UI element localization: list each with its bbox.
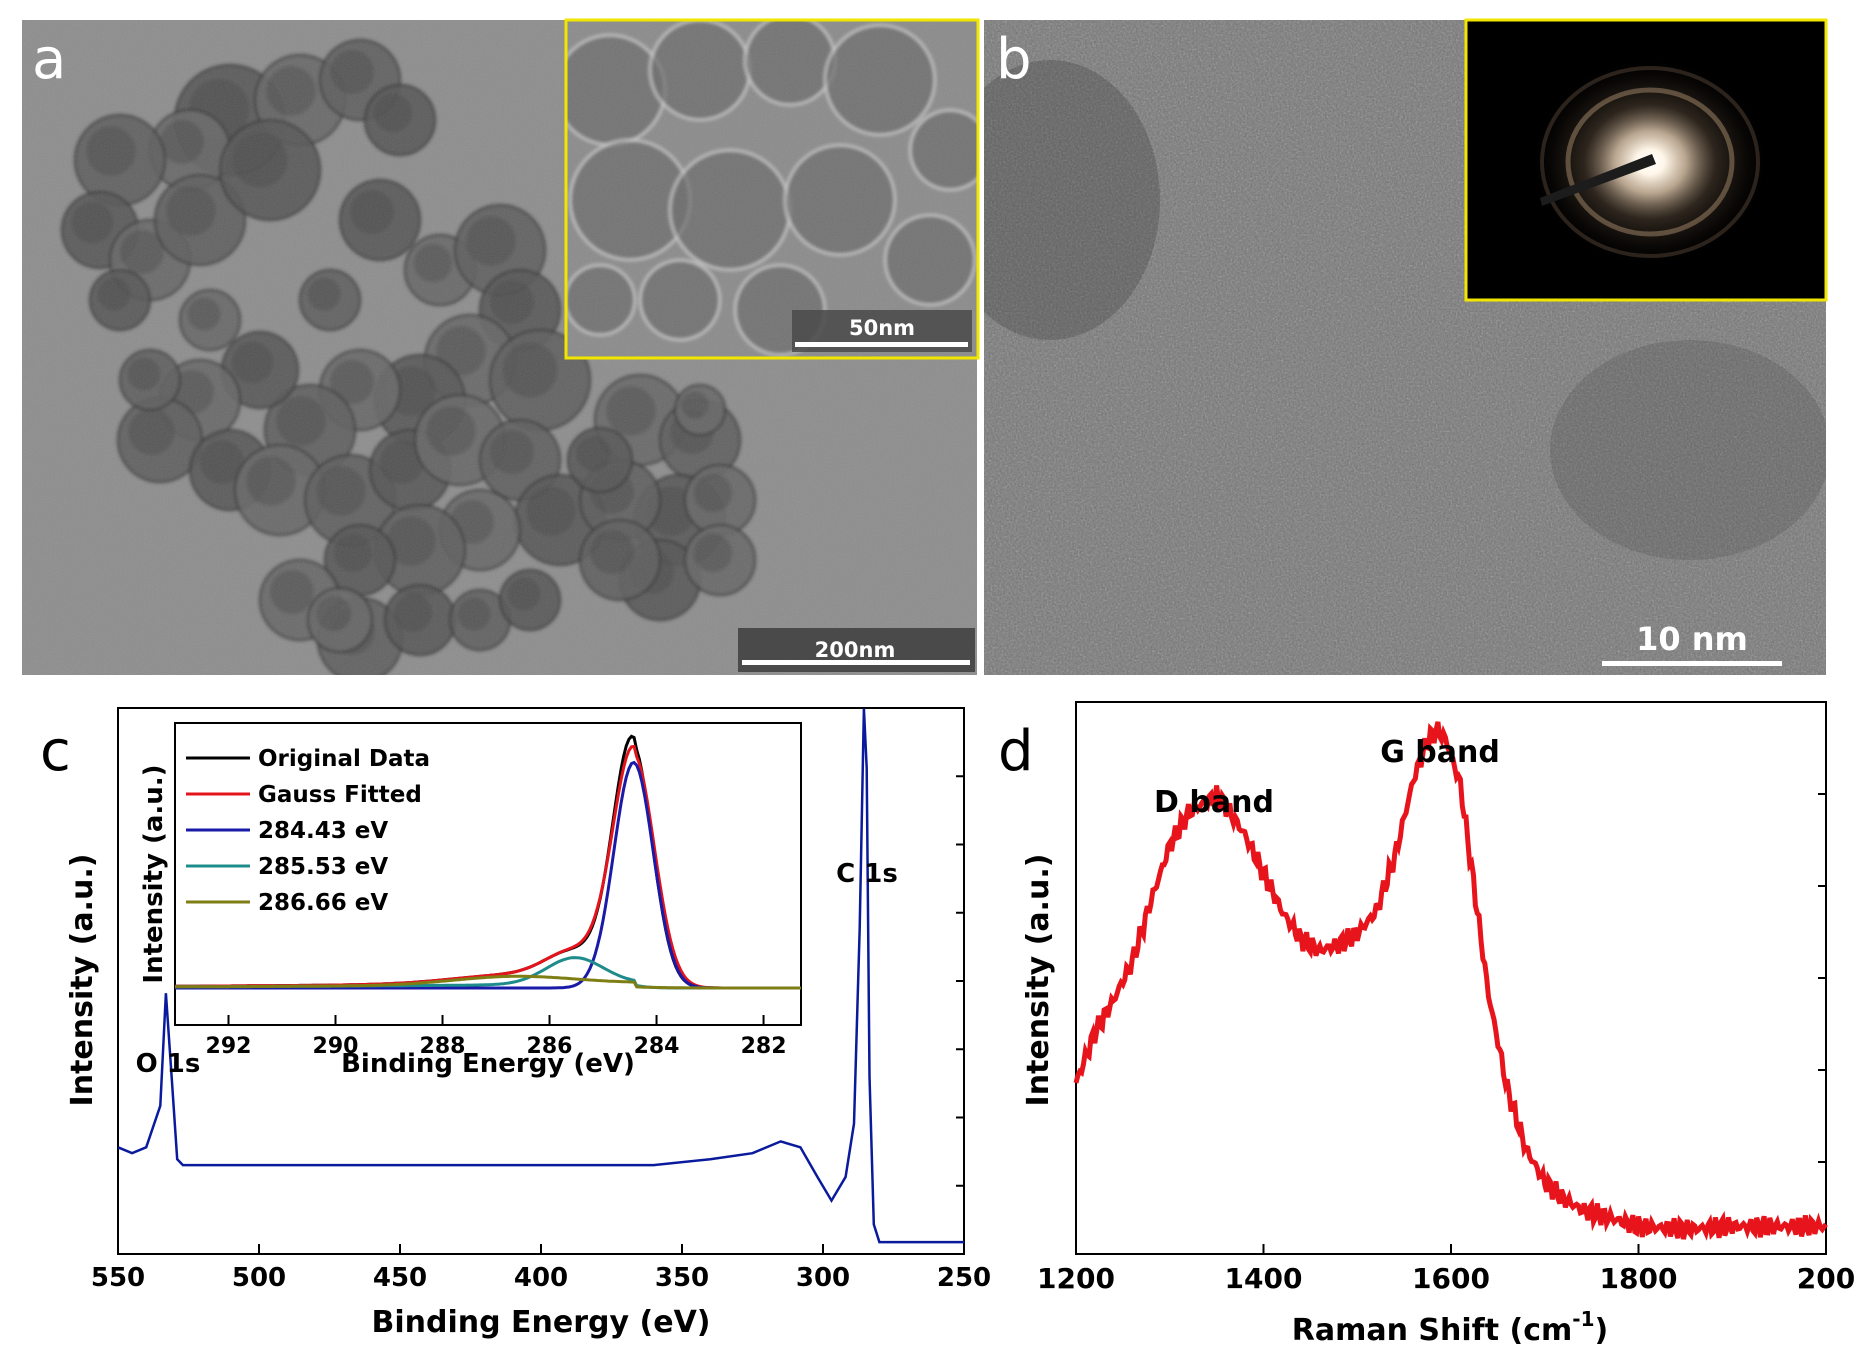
raman-x-tick-label: 1600 (1412, 1262, 1490, 1295)
panel-d-letter: d (998, 719, 1034, 784)
inset-x-tick-label: 288 (420, 1034, 466, 1059)
raman-right-ticks (1818, 793, 1826, 1163)
inset-x-tick-label: 292 (206, 1034, 252, 1059)
xps-x-ticks: 550 500 450 400 350 300 250 (91, 1244, 991, 1293)
xps-x-tick-label: 500 (232, 1263, 286, 1293)
raman-x-ticks: 1200 1400 1600 1800 200 (1037, 1244, 1855, 1295)
xps-y-axis-label: Intensity (a.u.) (65, 854, 100, 1107)
xps-x-tick-label: 350 (655, 1263, 709, 1293)
inset-y-axis-label: Intensity (a.u.) (139, 764, 169, 983)
xps-x-tick-label: 300 (796, 1263, 850, 1293)
panel-c-xps-chart: c 550 500 450 400 350 300 250 O 1s C 1s Bindin… (40, 707, 991, 1340)
diffraction-border (1464, 18, 1828, 302)
xps-x-tick-label: 400 (514, 1263, 568, 1293)
inset-border (564, 18, 980, 360)
legend-entry-label: 286.66 eV (258, 890, 388, 916)
raman-y-axis-label: Intensity (a.u.) (1021, 854, 1056, 1107)
g-band-annotation: G band (1380, 735, 1500, 770)
xps-x-tick-label: 550 (91, 1263, 145, 1293)
panel-b-letter: b (996, 27, 1032, 92)
inset-scalebar (795, 342, 968, 347)
xps-c1s-inset: 292 290 288 286 284 282 Original Data Gauss Fi… (139, 722, 802, 1079)
panel-b-scalebar (1602, 661, 1782, 666)
xps-right-ticks (956, 775, 964, 1187)
inset-series-line (174, 974, 801, 990)
inset-scale-label: 50nm (849, 316, 915, 340)
main-scale-label: 200nm (815, 638, 896, 662)
diffraction-inset (1464, 18, 1828, 302)
raman-spectrum-line (1073, 721, 1828, 1241)
legend-entry-label: Original Data (258, 746, 430, 772)
xps-survey-line (117, 708, 964, 1244)
xps-x-tick-label: 250 (937, 1263, 991, 1293)
raman-x-tick-label: 1800 (1600, 1262, 1678, 1295)
xps-x-axis-label: Binding Energy (eV) (372, 1305, 711, 1340)
xps-x-tick-label: 450 (373, 1263, 427, 1293)
inset-x-axis-label: Binding Energy (eV) (341, 1049, 635, 1079)
raman-x-tick-label: 1400 (1225, 1262, 1303, 1295)
inset-fit-lines (174, 734, 801, 990)
main-scalebar (742, 660, 970, 665)
panel-a-letter: a (32, 27, 66, 92)
panel-a: 50nm 200nm a (22, 18, 980, 675)
inset-x-tick-label: 284 (634, 1034, 680, 1059)
raman-x-axis-label: Raman Shift (cm-1) (1292, 1307, 1608, 1348)
inset-x-tick-label: 290 (313, 1034, 359, 1059)
panel-d-raman-chart: d 1200 1400 1600 1800 200 D band G band Rama… (998, 701, 1855, 1348)
panel-b: 10 nm b (984, 18, 1828, 675)
o1s-annotation: O 1s (136, 1049, 201, 1079)
raman-x-tick-label: 1200 (1037, 1262, 1115, 1295)
panel-a-inset: 50nm (564, 18, 980, 360)
raman-x-tick-label: 200 (1797, 1262, 1855, 1295)
legend-entry-label: 284.43 eV (258, 818, 388, 844)
panel-c-letter: c (40, 719, 71, 784)
d-band-annotation: D band (1154, 785, 1274, 820)
legend-entry-label: 285.53 eV (258, 854, 388, 880)
inset-x-tick-label: 282 (741, 1034, 787, 1059)
x-label-superscript: -1 (1572, 1307, 1594, 1331)
inset-x-tick-label: 286 (527, 1034, 573, 1059)
inset-legend: Original Data Gauss Fitted 284.43 eV 285.53… (186, 746, 430, 916)
panel-b-scale-label: 10 nm (1636, 620, 1748, 658)
beam-stop (1540, 154, 1656, 206)
legend-entry-label: Gauss Fitted (258, 782, 422, 808)
c1s-annotation: C 1s (836, 859, 898, 889)
inset-x-ticks: 292 290 288 286 284 282 (206, 1015, 787, 1059)
